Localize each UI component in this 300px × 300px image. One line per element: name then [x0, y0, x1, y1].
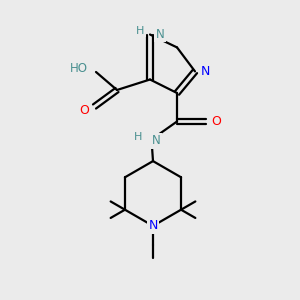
Text: O: O	[79, 103, 89, 117]
Text: N: N	[201, 65, 210, 78]
Text: N: N	[152, 134, 160, 148]
Text: O: O	[212, 115, 221, 128]
Text: N: N	[148, 219, 158, 232]
Text: H: H	[134, 132, 142, 142]
Text: HO: HO	[70, 62, 88, 75]
Text: H: H	[136, 26, 145, 36]
Text: N: N	[155, 28, 164, 41]
